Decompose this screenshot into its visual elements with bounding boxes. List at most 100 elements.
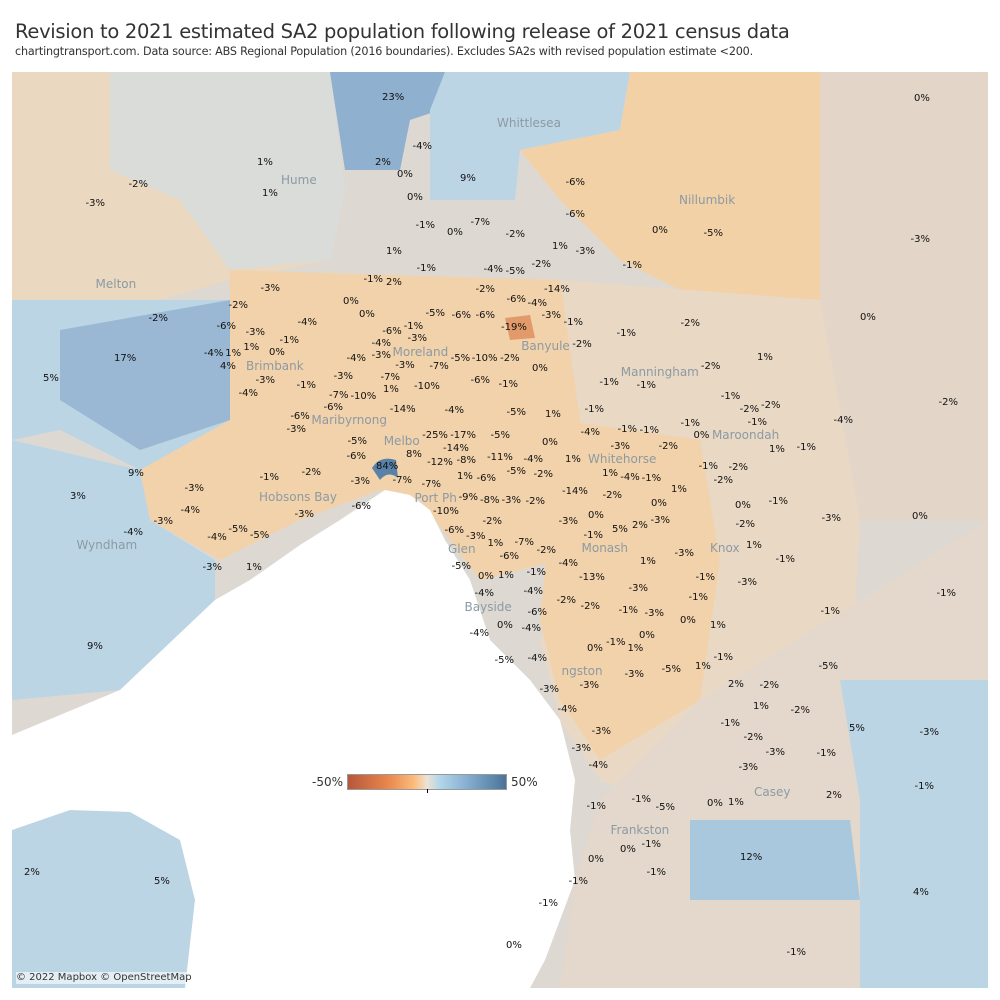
sa2-value-label[interactable]: -1% [538, 897, 558, 909]
sa2-value-label[interactable]: 9% [128, 467, 144, 479]
sa2-value-label[interactable]: 9% [460, 172, 476, 184]
sa2-value-label[interactable]: -3% [395, 359, 415, 371]
sa2-value-label[interactable]: 0% [506, 939, 522, 951]
sa2-value-label[interactable]: -10% [433, 506, 459, 518]
sa2-value-label[interactable]: -1% [616, 327, 636, 339]
sa2-value-label[interactable]: -3% [466, 530, 486, 542]
sa2-value-label[interactable]: -4% [297, 316, 317, 328]
sa2-value-label[interactable]: -3% [407, 333, 427, 345]
sa2-value-label[interactable]: -1% [617, 423, 637, 435]
sa2-value-label[interactable]: 0% [587, 642, 603, 654]
sa2-value-label[interactable]: -6% [565, 208, 585, 220]
sa2-value-label[interactable]: 0% [651, 497, 667, 509]
sa2-value-label[interactable]: -2% [735, 518, 755, 530]
sa2-value-label[interactable]: 0% [652, 224, 668, 236]
sa2-value-label[interactable]: -2% [713, 474, 733, 486]
sa2-value-label[interactable]: 0% [914, 92, 930, 104]
sa2-value-label[interactable]: -1% [599, 376, 619, 388]
sa2-value-label[interactable]: -3% [294, 508, 314, 520]
sa2-value-label[interactable]: -2% [228, 299, 248, 311]
sa2-value-label[interactable]: -1% [636, 380, 656, 392]
sa2-value-label[interactable]: -7% [329, 389, 349, 401]
sa2-value-label[interactable]: -1% [639, 424, 659, 436]
sa2-value-label[interactable]: -2% [505, 228, 525, 240]
sa2-value-label[interactable]: 1% [769, 443, 785, 455]
sa2-value-label[interactable]: 0% [407, 191, 423, 203]
sa2-value-label[interactable]: -2% [700, 360, 721, 372]
sa2-value-label[interactable]: -14% [544, 283, 570, 295]
sa2-value-label[interactable]: 1% [728, 796, 744, 808]
sa2-value-label[interactable]: 1% [671, 483, 687, 495]
sa2-value-label[interactable]: 0% [269, 347, 285, 359]
sa2-value-label[interactable]: 0% [680, 614, 696, 626]
sa2-value-label[interactable]: -1% [768, 495, 788, 507]
sa2-value-label[interactable]: -3% [255, 375, 275, 387]
sa2-value-label[interactable]: -3% [541, 310, 561, 322]
sa2-value-label[interactable]: 1% [757, 351, 773, 363]
sa2-value-label[interactable]: 1% [695, 660, 711, 672]
sa2-value-label[interactable]: -6% [444, 524, 464, 536]
sa2-value-label[interactable]: 0% [860, 311, 876, 323]
sa2-value-label[interactable]: -3% [85, 197, 105, 209]
sa2-value-label[interactable]: -5% [228, 523, 248, 535]
sa2-value-label[interactable]: -1% [775, 553, 795, 565]
sa2-value-label[interactable]: -1% [568, 875, 588, 887]
sa2-value-label[interactable]: -4% [123, 526, 143, 538]
sa2-value-label[interactable]: -25% [422, 429, 448, 441]
sa2-value-label[interactable]: 0% [693, 430, 710, 442]
sa2-value-label[interactable]: -1% [747, 417, 767, 429]
sa2-value-label[interactable]: -8% [479, 494, 500, 506]
sa2-value-label[interactable]: -2% [531, 258, 551, 270]
sa2-value-label[interactable]: 1% [545, 408, 561, 420]
sa2-value-label[interactable]: -1% [363, 273, 383, 285]
sa2-value-label[interactable]: -2% [759, 679, 779, 691]
sa2-value-label[interactable]: -6% [565, 176, 585, 188]
sa2-value-label[interactable]: -1% [720, 717, 740, 729]
sa2-value-label[interactable]: -2% [301, 466, 321, 478]
sa2-value-label[interactable]: -14% [562, 485, 588, 497]
sa2-value-label[interactable]: -5% [655, 801, 675, 813]
sa2-value-label[interactable]: 1% [246, 561, 262, 573]
sa2-value-label[interactable]: -2% [556, 594, 576, 606]
sa2-value-label[interactable]: -4% [371, 337, 391, 349]
sa2-value-label[interactable]: -1% [820, 605, 840, 617]
sa2-value-label[interactable]: -1% [641, 473, 662, 485]
sa2-value-label[interactable]: 0% [735, 499, 751, 511]
sa2-value-label[interactable]: 1% [602, 467, 618, 479]
sa2-value-label[interactable]: -1% [259, 471, 279, 483]
sa2-value-label[interactable]: -4% [180, 504, 200, 516]
sa2-value-label[interactable]: 1% [710, 619, 726, 631]
sa2-value-label[interactable]: 5% [154, 875, 170, 887]
sa2-value-label[interactable]: -3% [539, 683, 559, 695]
sa2-value-label[interactable]: -2% [525, 495, 545, 507]
sa2-value-label[interactable]: -9% [458, 491, 479, 503]
sa2-value-label[interactable]: -1% [622, 259, 642, 271]
sa2-value-label[interactable]: -6% [476, 472, 496, 484]
sa2-value-label[interactable]: -1% [713, 651, 733, 663]
sa2-value-label[interactable]: -1% [279, 335, 299, 347]
sa2-value-label[interactable]: -7% [421, 478, 441, 490]
sa2-value-label[interactable]: -3% [644, 607, 664, 619]
sa2-value-label[interactable]: -2% [728, 462, 748, 474]
sa2-value-label[interactable]: 2% [386, 276, 402, 288]
sa2-value-label[interactable]: -6% [506, 293, 526, 305]
sa2-value-label[interactable]: -2% [536, 544, 556, 556]
sa2-value-label[interactable]: -1% [296, 379, 316, 391]
sa2-value-label[interactable]: -6% [382, 325, 402, 337]
sa2-value-label[interactable]: -3% [558, 515, 578, 527]
sa2-value-label[interactable]: 1% [262, 187, 278, 199]
sa2-value-label[interactable]: 1% [386, 245, 402, 257]
sa2-value-label[interactable]: -5% [450, 352, 471, 364]
sa2-value-label[interactable]: -5% [506, 466, 526, 478]
sa2-value-label[interactable]: -3% [153, 515, 173, 527]
sa2-value-label[interactable]: -1% [415, 219, 435, 231]
sa2-value-label[interactable]: -1% [680, 417, 700, 429]
sa2-value-label[interactable]: -1% [416, 262, 436, 274]
sa2-value-label[interactable]: -1% [646, 866, 666, 878]
sa2-value-label[interactable]: -2% [572, 338, 592, 350]
sa2-value-label[interactable]: 0% [359, 308, 375, 320]
sa2-value-label[interactable]: 0% [343, 296, 359, 308]
sa2-value-label[interactable]: -3% [350, 475, 370, 487]
sa2-value-label[interactable]: -3% [738, 761, 758, 773]
sa2-value-label[interactable]: -3% [610, 441, 630, 453]
